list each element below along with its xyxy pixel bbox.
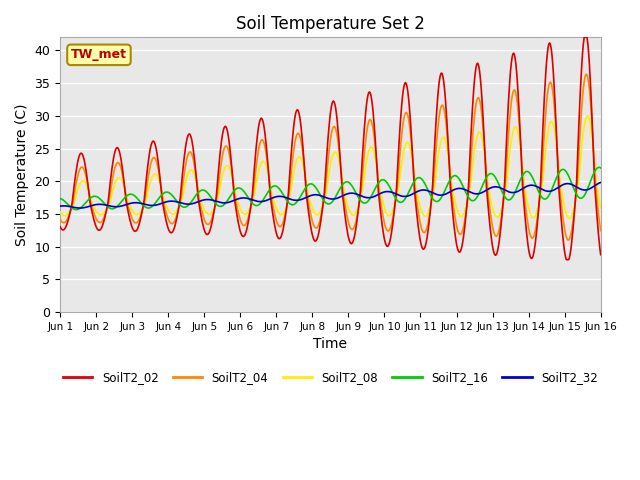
- Title: Soil Temperature Set 2: Soil Temperature Set 2: [236, 15, 425, 33]
- X-axis label: Time: Time: [314, 337, 348, 351]
- Text: TW_met: TW_met: [71, 48, 127, 61]
- Line: SoilT2_08: SoilT2_08: [60, 116, 601, 218]
- SoilT2_02: [56, 224, 64, 230]
- SoilT2_02: [175, 204, 182, 210]
- SoilT2_08: [597, 204, 605, 210]
- SoilT2_08: [583, 113, 591, 119]
- SoilT2_32: [429, 190, 436, 196]
- SoilT2_16: [597, 165, 605, 171]
- SoilT2_04: [198, 209, 206, 215]
- SoilT2_02: [428, 193, 436, 199]
- SoilT2_16: [56, 196, 64, 202]
- Line: SoilT2_32: SoilT2_32: [60, 182, 601, 208]
- SoilT2_08: [547, 119, 555, 124]
- SoilT2_04: [428, 197, 436, 203]
- SoilT2_32: [76, 205, 83, 211]
- SoilT2_16: [199, 187, 207, 193]
- SoilT2_08: [322, 192, 330, 197]
- SoilT2_02: [547, 45, 555, 51]
- SoilT2_04: [582, 71, 590, 77]
- SoilT2_32: [56, 203, 64, 209]
- SoilT2_32: [323, 195, 330, 201]
- Legend: SoilT2_02, SoilT2_04, SoilT2_08, SoilT2_16, SoilT2_32: SoilT2_02, SoilT2_04, SoilT2_08, SoilT2_…: [58, 366, 603, 388]
- SoilT2_04: [56, 216, 64, 222]
- SoilT2_08: [175, 204, 182, 210]
- Line: SoilT2_16: SoilT2_16: [60, 168, 601, 210]
- Line: SoilT2_02: SoilT2_02: [60, 37, 601, 260]
- SoilT2_02: [198, 218, 206, 224]
- SoilT2_16: [72, 207, 80, 213]
- SoilT2_32: [376, 191, 383, 197]
- Y-axis label: Soil Temperature (C): Soil Temperature (C): [15, 103, 29, 246]
- SoilT2_02: [597, 252, 605, 258]
- SoilT2_16: [376, 179, 383, 185]
- SoilT2_08: [198, 201, 206, 207]
- SoilT2_16: [323, 201, 330, 206]
- SoilT2_16: [175, 202, 183, 207]
- SoilT2_16: [429, 195, 436, 201]
- SoilT2_08: [565, 216, 573, 221]
- SoilT2_32: [199, 197, 207, 203]
- SoilT2_08: [374, 176, 382, 181]
- SoilT2_08: [428, 197, 436, 203]
- SoilT2_02: [374, 190, 382, 195]
- Line: SoilT2_04: SoilT2_04: [60, 74, 601, 240]
- SoilT2_04: [175, 205, 182, 211]
- SoilT2_04: [322, 180, 330, 186]
- SoilT2_02: [580, 35, 588, 40]
- SoilT2_04: [564, 237, 572, 243]
- SoilT2_04: [547, 80, 555, 86]
- SoilT2_04: [597, 228, 605, 234]
- SoilT2_16: [548, 186, 556, 192]
- SoilT2_02: [563, 257, 571, 263]
- SoilT2_32: [548, 188, 556, 194]
- SoilT2_04: [374, 181, 382, 187]
- SoilT2_02: [322, 165, 330, 171]
- SoilT2_32: [175, 200, 183, 205]
- SoilT2_08: [56, 209, 64, 215]
- SoilT2_32: [597, 180, 605, 185]
- SoilT2_16: [595, 165, 603, 170]
